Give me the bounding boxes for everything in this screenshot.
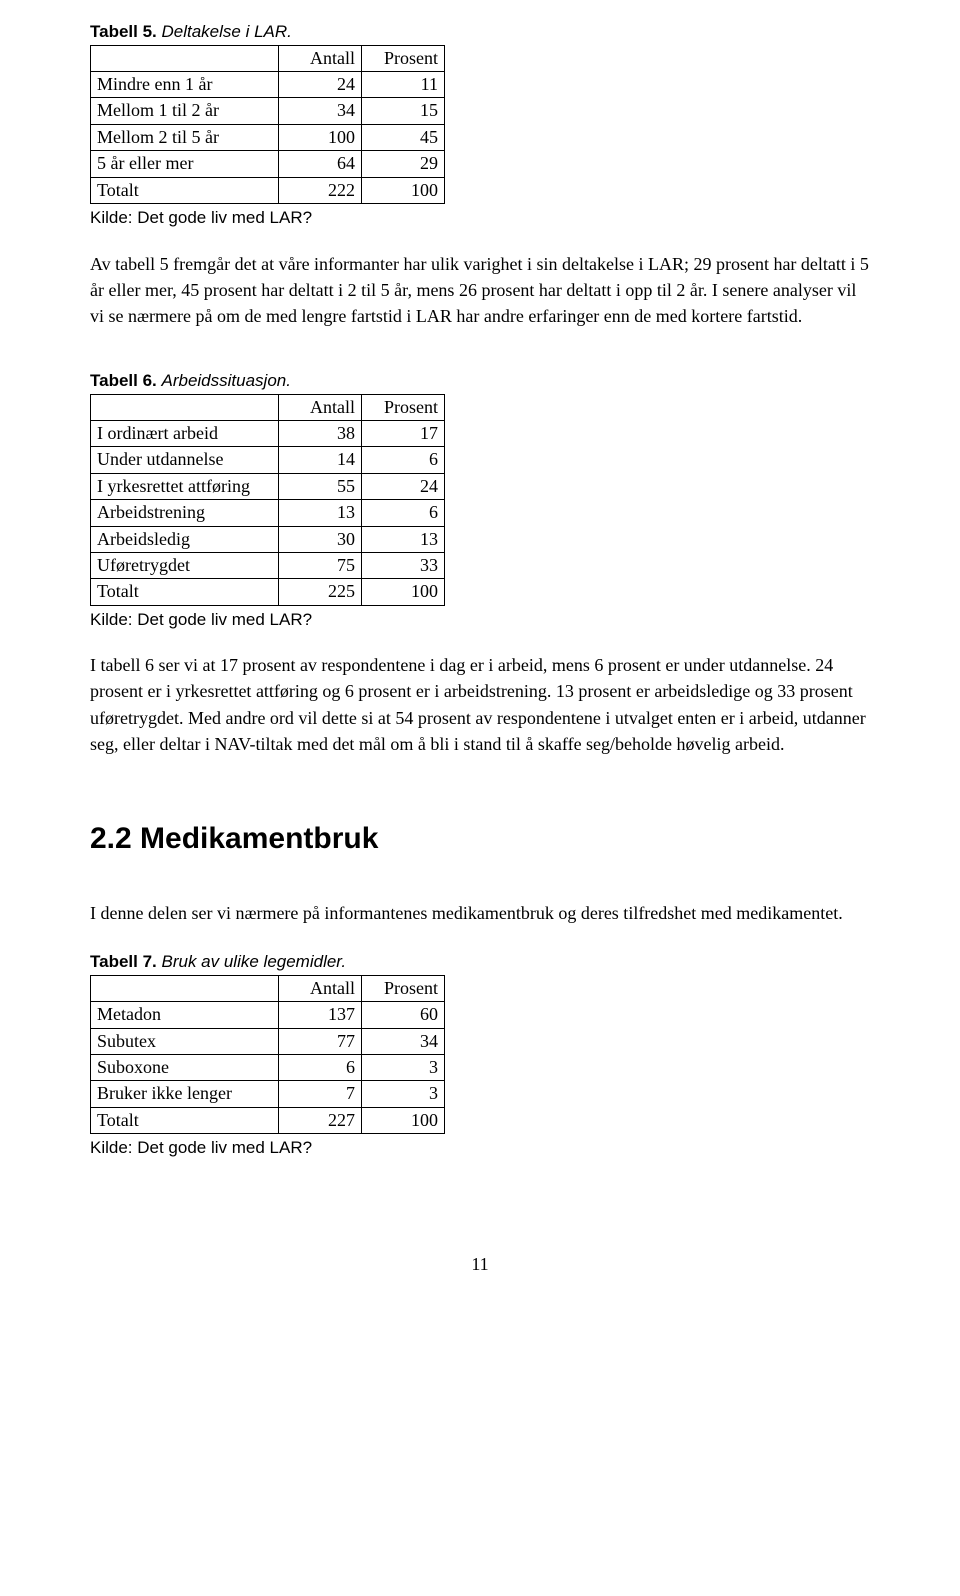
table-row: Bruker ikke lenger 7 3	[91, 1081, 445, 1107]
paragraph-3: I denne delen ser vi nærmere på informan…	[90, 900, 870, 926]
table6-kilde: Kilde: Det gode liv med LAR?	[90, 608, 870, 633]
table-row: I yrkesrettet attføring 55 24	[91, 473, 445, 499]
table-row: Antall Prosent	[91, 394, 445, 420]
table-row: Totalt 222 100	[91, 177, 445, 203]
table5-kilde: Kilde: Det gode liv med LAR?	[90, 206, 870, 231]
table-row: Metadon 137 60	[91, 1002, 445, 1028]
table7-caption-bold: Tabell 7.	[90, 952, 157, 971]
table-row: Totalt 227 100	[91, 1107, 445, 1133]
table5-h1: Antall	[279, 45, 362, 71]
table5-caption-bold: Tabell 5.	[90, 22, 157, 41]
table-row: 5 år eller mer 64 29	[91, 151, 445, 177]
table-row: Uføretrygdet 75 33	[91, 552, 445, 578]
table7-h2: Prosent	[362, 975, 445, 1001]
table6-caption: Tabell 6. Arbeidssituasjon.	[90, 369, 870, 394]
table5-caption: Tabell 5. Deltakelse i LAR.	[90, 20, 870, 45]
table-row: Mellom 1 til 2 år 34 15	[91, 98, 445, 124]
table6-h2: Prosent	[362, 394, 445, 420]
table-row: Subutex 77 34	[91, 1028, 445, 1054]
paragraph-1: Av tabell 5 fremgår det at våre informan…	[90, 251, 870, 329]
table5: Antall Prosent Mindre enn 1 år 24 11 Mel…	[90, 45, 445, 204]
paragraph-2: I tabell 6 ser vi at 17 prosent av respo…	[90, 652, 870, 756]
table7-caption-italic: Bruk av ulike legemidler.	[162, 952, 347, 971]
table7-h1: Antall	[279, 975, 362, 1001]
table-row: Mellom 2 til 5 år 100 45	[91, 124, 445, 150]
table5-caption-italic: Deltakelse i LAR.	[162, 22, 292, 41]
table-row: Totalt 225 100	[91, 579, 445, 605]
table-row: Suboxone 6 3	[91, 1055, 445, 1081]
table6-caption-italic: Arbeidssituasjon.	[162, 371, 291, 390]
table-row: Antall Prosent	[91, 975, 445, 1001]
section-heading: 2.2 Medikamentbruk	[90, 817, 870, 861]
table6-h1: Antall	[279, 394, 362, 420]
table6-caption-bold: Tabell 6.	[90, 371, 157, 390]
table-row: Arbeidstrening 13 6	[91, 500, 445, 526]
table7-kilde: Kilde: Det gode liv med LAR?	[90, 1136, 870, 1161]
table5-h2: Prosent	[362, 45, 445, 71]
table-row: I ordinært arbeid 38 17	[91, 420, 445, 446]
table7: Antall Prosent Metadon 137 60 Subutex 77…	[90, 975, 445, 1134]
table-row: Under utdannelse 14 6	[91, 447, 445, 473]
table6: Antall Prosent I ordinært arbeid 38 17 U…	[90, 394, 445, 606]
table-row: Mindre enn 1 år 24 11	[91, 72, 445, 98]
table-row: Arbeidsledig 30 13	[91, 526, 445, 552]
table-row: Antall Prosent	[91, 45, 445, 71]
table7-caption: Tabell 7. Bruk av ulike legemidler.	[90, 950, 870, 975]
page-number: 11	[90, 1251, 870, 1277]
